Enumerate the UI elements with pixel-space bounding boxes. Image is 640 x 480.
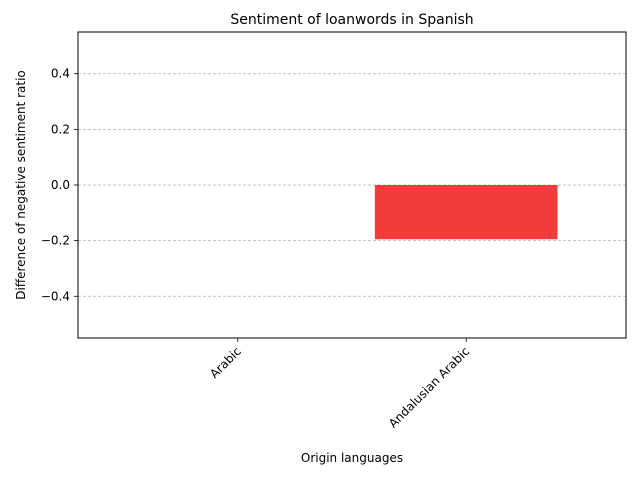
- x-axis-label: Origin languages: [301, 451, 403, 465]
- y-tick-label: −0.2: [41, 234, 70, 248]
- y-tick-label: −0.4: [41, 289, 70, 303]
- y-axis-ticks: −0.4 −0.2 0.0 0.2 0.4: [41, 67, 78, 303]
- y-tick-label: 0.0: [51, 178, 70, 192]
- y-tick-label: 0.2: [51, 122, 70, 136]
- x-axis-ticks: Arabic Andalusian Arabic: [207, 338, 472, 431]
- x-tick-label: Andalusian Arabic: [386, 344, 472, 430]
- y-tick-label: 0.4: [51, 67, 70, 81]
- x-tick-label: Arabic: [207, 344, 244, 381]
- chart-title: Sentiment of loanwords in Spanish: [230, 12, 473, 28]
- y-axis-label: Difference of negative sentiment ratio: [14, 70, 28, 300]
- bar-andalusian-arabic: [374, 185, 558, 240]
- bars: [374, 185, 558, 240]
